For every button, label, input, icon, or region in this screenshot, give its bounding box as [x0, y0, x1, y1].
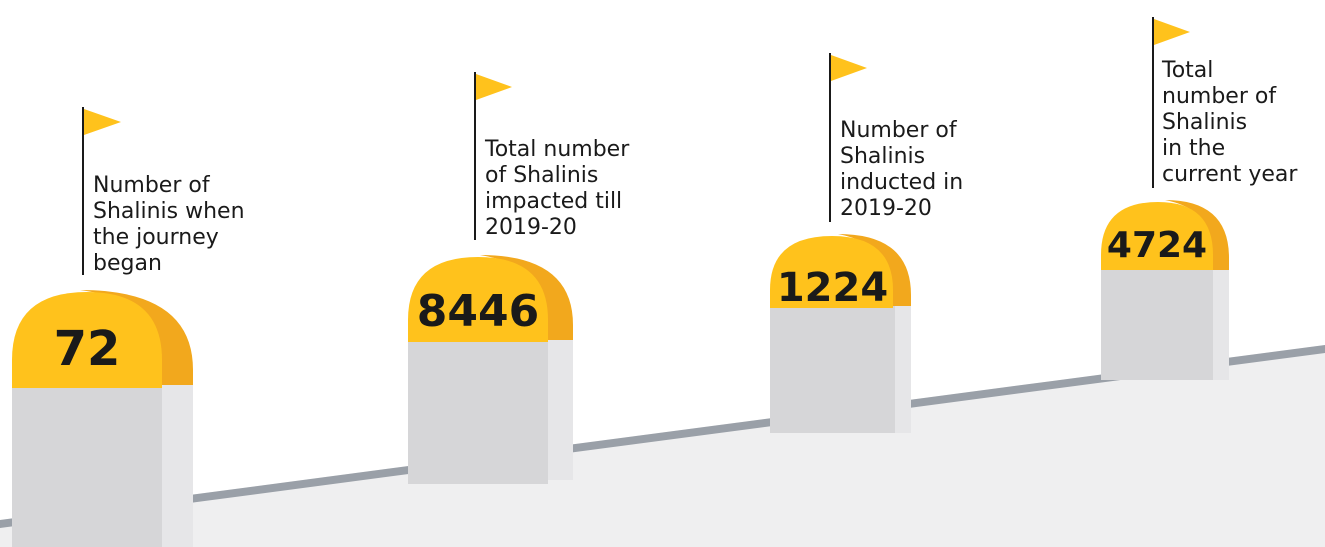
flag-icon — [474, 72, 512, 240]
milestone-label: Number of Shalinis inducted in 2019-20 — [840, 118, 964, 221]
milestone-number: 4724 — [1106, 225, 1208, 266]
flag-icon — [1152, 17, 1190, 188]
milestone-label: Number of Shalinis when the journey bega… — [93, 173, 245, 276]
milestone-cap — [408, 257, 548, 342]
milestone-number: 72 — [53, 321, 121, 377]
milestone-number: 8446 — [416, 286, 540, 337]
milestone-body — [408, 336, 548, 484]
milestone-body — [12, 380, 162, 547]
milestone-body — [1101, 268, 1213, 380]
flag-pennant — [476, 74, 512, 100]
flag-icon — [82, 107, 121, 275]
milestone-number: 1224 — [776, 265, 889, 311]
flag-pennant — [1154, 19, 1190, 45]
milestone-label: Total number of Shalinis in the current … — [1162, 58, 1298, 187]
milestone-icon — [408, 255, 573, 484]
flag-icon — [829, 53, 867, 222]
milestone-icon — [1101, 200, 1229, 380]
milestone-label: Total number of Shalinis impacted till 2… — [485, 137, 630, 240]
road-edge — [0, 345, 1325, 528]
flag-pennant — [84, 109, 121, 135]
milestone-cap-shadow — [80, 290, 193, 385]
milestone-icon — [12, 290, 193, 547]
flag-pennant — [831, 55, 867, 81]
milestone-cap-shadow — [480, 255, 573, 340]
milestone-body — [770, 305, 895, 433]
milestone-cap — [770, 236, 893, 308]
milestone-cap — [12, 292, 162, 388]
milestone-icon — [770, 234, 911, 433]
milestone-cap-shadow — [1165, 200, 1229, 270]
milestone-cap — [1101, 202, 1213, 270]
